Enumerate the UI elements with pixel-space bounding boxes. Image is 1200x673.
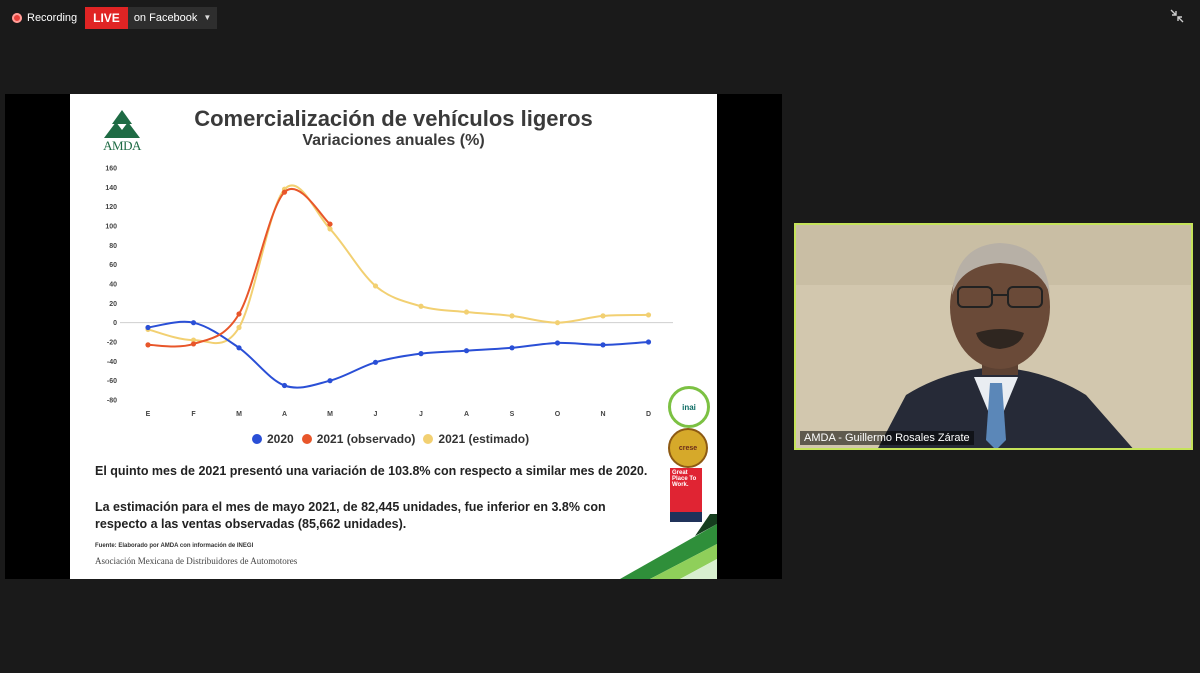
x-tick-label: O bbox=[555, 411, 561, 418]
legend-label: 2021 (estimado) bbox=[438, 432, 530, 446]
participant-video-feed bbox=[796, 225, 1191, 448]
legend-swatch bbox=[252, 434, 262, 444]
x-tick-label: S bbox=[510, 411, 515, 418]
crese-badge-label: crese bbox=[678, 444, 698, 452]
live-platform-dropdown[interactable]: on Facebook ▼ bbox=[127, 7, 218, 29]
data-point bbox=[600, 313, 606, 319]
series-line-2 bbox=[147, 184, 649, 344]
data-point bbox=[645, 312, 652, 318]
data-point bbox=[327, 378, 333, 384]
data-point bbox=[145, 342, 151, 348]
y-tick-label: 120 bbox=[105, 204, 117, 211]
data-point bbox=[281, 382, 288, 389]
slide-source: Fuente: Elaborado por AMDA con informaci… bbox=[95, 543, 254, 549]
x-tick-label: M bbox=[327, 411, 333, 418]
x-tick-label: E bbox=[146, 411, 151, 418]
y-tick-label: -20 bbox=[107, 340, 117, 347]
legend-swatch bbox=[423, 434, 434, 444]
legend-item: 2020 bbox=[252, 432, 294, 446]
slide-decoration bbox=[620, 514, 717, 579]
participant-name-label: AMDA - Guillermo Rosales Zárate bbox=[800, 431, 974, 445]
y-tick-label: 100 bbox=[105, 224, 117, 231]
data-point bbox=[463, 348, 470, 354]
legend-label: 2020 bbox=[267, 432, 294, 446]
presentation-slide: AMDA Comercialización de vehículos liger… bbox=[70, 94, 717, 579]
slide-title: Comercialización de vehículos ligeros bbox=[194, 106, 593, 131]
y-tick-label: -80 bbox=[107, 398, 117, 405]
y-tick-label: 0 bbox=[113, 320, 117, 327]
data-point bbox=[509, 313, 515, 319]
inai-badge: inai bbox=[668, 386, 710, 428]
recording-bar: Recording LIVE on Facebook ▼ bbox=[8, 7, 218, 29]
great-place-to-work-badge: Great Place To Work. bbox=[670, 468, 702, 522]
y-tick-label: -60 bbox=[107, 378, 117, 385]
x-tick-label: A bbox=[464, 411, 469, 418]
data-point bbox=[418, 303, 424, 309]
data-point bbox=[190, 320, 197, 326]
data-point bbox=[327, 221, 333, 227]
slide-paragraph-1: El quinto mes de 2021 presentó una varia… bbox=[95, 464, 648, 478]
y-tick-label: 60 bbox=[109, 262, 117, 269]
data-point bbox=[236, 345, 242, 351]
data-point bbox=[554, 320, 561, 326]
data-point bbox=[145, 324, 151, 331]
data-point bbox=[372, 283, 379, 289]
series-line-1 bbox=[147, 188, 331, 348]
crese-badge: crese bbox=[668, 428, 708, 468]
y-tick-label: 40 bbox=[109, 282, 117, 289]
data-point bbox=[600, 342, 606, 348]
data-point bbox=[236, 324, 242, 331]
participant-video[interactable]: AMDA - Guillermo Rosales Zárate bbox=[794, 223, 1193, 450]
chart-legend: 2020 2021 (observado) 2021 (estimado) bbox=[252, 432, 529, 446]
data-point bbox=[372, 359, 379, 365]
data-point bbox=[509, 345, 515, 351]
data-point bbox=[645, 339, 652, 345]
x-tick-label: F bbox=[191, 411, 196, 418]
data-point bbox=[327, 226, 333, 232]
exit-fullscreen-icon[interactable] bbox=[1168, 9, 1186, 27]
x-tick-label: D bbox=[646, 411, 651, 418]
slide-paragraph-2: La estimación para el mes de mayo 2021, … bbox=[95, 500, 606, 531]
live-platform-label: on Facebook bbox=[133, 12, 198, 24]
amda-logo: AMDA bbox=[94, 108, 150, 153]
data-point bbox=[236, 311, 242, 317]
x-tick-label: M bbox=[236, 411, 242, 418]
legend-label: 2021 (observado) bbox=[316, 432, 416, 446]
series-line-0 bbox=[147, 320, 649, 389]
x-tick-label: A bbox=[282, 411, 287, 418]
y-tick-label: 20 bbox=[109, 301, 117, 308]
gptw-badge-label: Great Place To Work. bbox=[672, 470, 697, 488]
slide-subtitle: Variaciones anuales (%) bbox=[302, 132, 485, 149]
chevron-down-icon: ▼ bbox=[203, 13, 212, 22]
recording-icon bbox=[12, 13, 22, 23]
legend-item: 2021 (estimado) bbox=[423, 432, 529, 446]
inai-badge-label: inai bbox=[682, 402, 696, 412]
y-tick-label: -40 bbox=[107, 359, 117, 366]
line-chart: 160 140 120 100 80 60 40 20 0 -20 -40 -60 -80 E F M A M J J… bbox=[105, 166, 673, 418]
data-point bbox=[281, 189, 288, 195]
data-point bbox=[463, 309, 470, 315]
live-badge[interactable]: LIVE bbox=[85, 7, 128, 29]
amda-logo-text: AMDA bbox=[103, 138, 142, 152]
x-tick-label: J bbox=[419, 411, 423, 418]
data-point bbox=[554, 340, 561, 346]
recording-label: Recording bbox=[27, 12, 78, 24]
y-tick-label: 80 bbox=[109, 243, 117, 250]
x-tick-label: N bbox=[600, 411, 605, 418]
data-point bbox=[190, 341, 197, 347]
legend-item: 2021 (observado) bbox=[301, 432, 416, 446]
data-point bbox=[190, 337, 197, 343]
data-point bbox=[418, 351, 424, 357]
y-tick-label: 140 bbox=[105, 185, 117, 192]
legend-swatch bbox=[301, 434, 312, 444]
x-tick-label: J bbox=[374, 411, 378, 418]
y-tick-label: 160 bbox=[105, 166, 117, 173]
slide-association: Asociación Mexicana de Distribuidores de… bbox=[95, 556, 298, 566]
